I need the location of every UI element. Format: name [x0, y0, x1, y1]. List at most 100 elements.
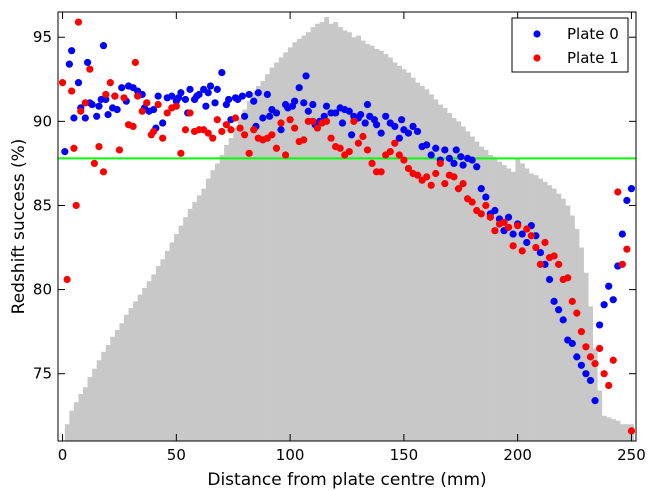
data-point-plate-0	[81, 114, 89, 122]
x-tick-label: 50	[167, 446, 186, 464]
histogram-bar	[579, 247, 584, 441]
histogram-bar	[392, 62, 398, 442]
histogram-bar	[255, 86, 261, 441]
histogram-bar	[119, 323, 125, 441]
data-point-plate-0	[573, 353, 581, 361]
data-point-plate-1	[536, 260, 545, 268]
data-point-plate-0	[509, 230, 517, 238]
data-point-plate-1	[115, 146, 124, 154]
data-point-plate-1	[149, 127, 158, 136]
y-tick-label: 90	[33, 112, 52, 130]
histogram-bar	[205, 178, 211, 441]
data-point-plate-0	[372, 121, 381, 129]
data-point-plate-0	[99, 42, 108, 50]
data-point-plate-0	[545, 275, 554, 284]
axis-ticks: 0 50 100 150 200 250 75 80 85 90 95	[33, 12, 646, 464]
data-point-plate-0	[263, 90, 271, 99]
histogram-bar	[101, 351, 107, 441]
data-point-plate-0	[627, 185, 636, 193]
legend: Plate 0 Plate 1	[511, 17, 629, 73]
histogram-bar	[96, 360, 102, 441]
data-point-plate-1	[404, 164, 413, 173]
histogram-bar	[465, 131, 471, 441]
data-point-plate-0	[204, 89, 212, 97]
histogram-bar	[228, 138, 234, 442]
data-point-plate-1	[618, 260, 626, 268]
histogram-bar	[296, 38, 302, 441]
histogram-bar	[456, 121, 462, 442]
histogram-bar	[347, 32, 352, 442]
data-point-plate-1	[102, 90, 110, 99]
data-point-plate-0	[302, 72, 310, 80]
data-point-plate-1	[468, 198, 476, 206]
histogram-bar	[529, 173, 534, 441]
data-point-plate-0	[555, 306, 563, 314]
data-point-plate-0	[591, 397, 599, 405]
histogram-bar	[224, 144, 229, 441]
data-point-plate-0	[477, 185, 485, 193]
data-point-plate-1	[70, 144, 78, 152]
data-point-plate-1	[564, 274, 572, 282]
data-point-plate-1	[95, 142, 103, 151]
data-point-plate-1	[281, 151, 290, 159]
data-point-plate-0	[300, 99, 308, 107]
histogram-bar	[142, 287, 148, 441]
data-point-plate-0	[377, 129, 385, 137]
data-point-plate-1	[523, 225, 531, 233]
data-point-plate-1	[313, 124, 322, 132]
data-point-plate-1	[86, 65, 94, 73]
data-point-plate-1	[236, 124, 244, 132]
data-point-plate-1	[204, 129, 212, 137]
histogram-bar	[438, 104, 443, 441]
histogram-bar	[242, 109, 248, 441]
histogram-bar	[406, 72, 412, 442]
histogram-bar	[360, 40, 366, 441]
data-point-plate-1	[81, 99, 89, 107]
data-point-plate-1	[586, 353, 595, 361]
data-point-plate-0	[618, 230, 626, 238]
histogram-bar	[246, 101, 252, 441]
data-point-plate-1	[245, 149, 253, 157]
data-point-plate-1	[77, 107, 85, 115]
data-point-plate-0	[88, 100, 96, 109]
histogram-bar	[378, 50, 384, 441]
histogram-bar	[588, 306, 594, 441]
histogram-bar	[333, 22, 339, 442]
data-point-plate-1	[129, 122, 137, 130]
histogram-bar	[251, 92, 257, 442]
data-point-plate-0	[491, 206, 499, 215]
data-point-plate-1	[72, 201, 80, 210]
data-point-plate-0	[382, 112, 390, 120]
data-point-plate-0	[595, 321, 604, 329]
data-point-plate-1	[227, 126, 235, 134]
data-point-plate-1	[359, 132, 367, 141]
data-point-plate-0	[254, 89, 262, 97]
data-point-plate-0	[347, 131, 356, 139]
data-point-plate-1	[609, 356, 617, 364]
data-point-plate-1	[377, 168, 385, 176]
histogram-bar	[233, 128, 239, 442]
histogram-bar	[237, 117, 243, 442]
histogram-bar	[570, 215, 575, 441]
data-point-plate-1	[240, 131, 249, 139]
legend-marker-plate-1	[533, 54, 541, 62]
data-point-plate-1	[363, 146, 372, 154]
histogram-bar	[510, 171, 516, 441]
data-point-plate-1	[413, 171, 422, 179]
data-point-plate-0	[304, 107, 312, 115]
data-point-plate-0	[272, 109, 281, 117]
data-point-plate-0	[391, 122, 399, 130]
histogram-bar	[460, 126, 466, 442]
data-point-plate-0	[83, 58, 92, 67]
data-point-plate-0	[277, 126, 285, 134]
histogram-bar	[342, 30, 348, 441]
data-point-plate-1	[134, 92, 142, 100]
data-point-plate-1	[322, 117, 331, 125]
data-point-plate-1	[591, 360, 599, 368]
histogram-bar	[215, 163, 220, 442]
data-point-plate-0	[441, 146, 449, 154]
data-point-plate-1	[300, 136, 308, 144]
data-point-plate-0	[559, 316, 567, 324]
x-tick-label: 250	[617, 446, 646, 464]
histogram-bar	[606, 417, 612, 441]
